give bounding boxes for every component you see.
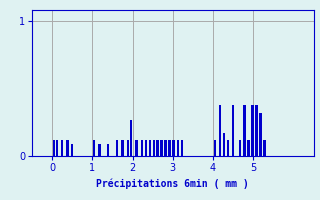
- Bar: [56, 140, 58, 156]
- Bar: [149, 140, 151, 156]
- Bar: [214, 140, 216, 156]
- Bar: [177, 140, 179, 156]
- Bar: [107, 144, 109, 156]
- Bar: [172, 140, 175, 156]
- Bar: [141, 140, 143, 156]
- Bar: [260, 113, 262, 156]
- Bar: [93, 140, 95, 156]
- Bar: [116, 140, 118, 156]
- Bar: [135, 140, 138, 156]
- Bar: [255, 105, 258, 156]
- Bar: [239, 140, 242, 156]
- Bar: [168, 140, 171, 156]
- Bar: [156, 140, 159, 156]
- Bar: [227, 140, 229, 156]
- Bar: [232, 105, 234, 156]
- Bar: [243, 105, 245, 156]
- Bar: [61, 140, 63, 156]
- Bar: [127, 140, 129, 156]
- Bar: [251, 105, 253, 156]
- Bar: [263, 140, 266, 156]
- X-axis label: Précipitations 6min ( mm ): Précipitations 6min ( mm ): [96, 179, 249, 189]
- Bar: [247, 140, 250, 156]
- Bar: [145, 140, 147, 156]
- Bar: [164, 140, 167, 156]
- Bar: [99, 144, 101, 156]
- Bar: [71, 144, 73, 156]
- Bar: [121, 140, 124, 156]
- Bar: [53, 140, 55, 156]
- Bar: [219, 105, 221, 156]
- Bar: [160, 140, 163, 156]
- Bar: [130, 120, 132, 156]
- Bar: [66, 140, 68, 156]
- Bar: [180, 140, 183, 156]
- Bar: [153, 140, 155, 156]
- Bar: [223, 133, 225, 156]
